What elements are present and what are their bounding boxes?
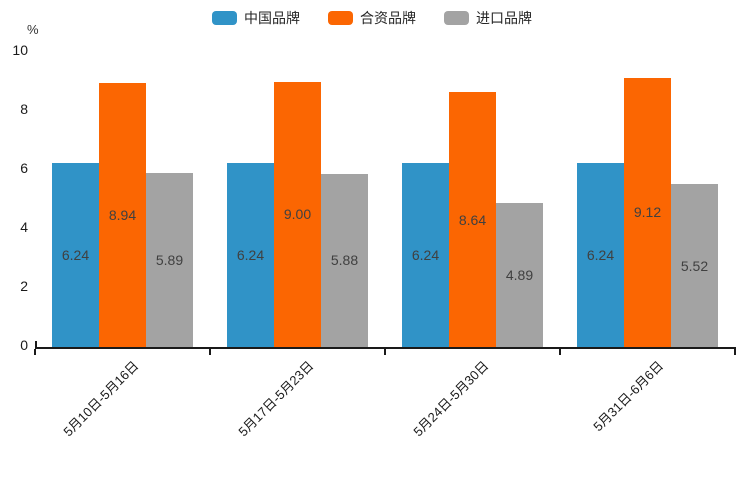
bar-value-label: 9.00 xyxy=(283,206,312,223)
legend-label-joint-venture-brand: 合资品牌 xyxy=(360,10,416,26)
x-axis-line xyxy=(35,347,736,349)
bar-value-label: 5.52 xyxy=(680,257,709,274)
bar-import-brand: 5.88 xyxy=(321,173,368,347)
x-axis-tick xyxy=(34,349,36,355)
bar-joint-venture-brand: 9.00 xyxy=(274,81,321,347)
bar-value-label: 5.89 xyxy=(155,252,184,269)
legend: 中国品牌 合资品牌 进口品牌 xyxy=(0,8,744,28)
legend-item-import-brand[interactable]: 进口品牌 xyxy=(444,8,532,28)
bar-china-brand: 6.24 xyxy=(402,162,449,347)
y-axis-tick-label: 10 xyxy=(12,42,28,58)
bar-joint-venture-brand: 8.64 xyxy=(449,92,496,347)
x-axis-start-tick xyxy=(35,341,37,347)
legend-label-import-brand: 进口品牌 xyxy=(476,10,532,26)
bar-value-label: 9.12 xyxy=(633,204,662,221)
bar-value-label: 4.89 xyxy=(505,266,534,283)
y-axis-tick-label: 8 xyxy=(20,101,28,117)
bar-value-label: 8.64 xyxy=(458,211,487,228)
bar-value-label: 8.94 xyxy=(108,207,137,224)
bar-value-label: 6.24 xyxy=(411,246,440,263)
bar-china-brand: 6.24 xyxy=(227,162,274,347)
bar-value-label: 6.24 xyxy=(236,246,265,263)
legend-item-joint-venture-brand[interactable]: 合资品牌 xyxy=(328,8,416,28)
bar-value-label: 6.24 xyxy=(61,246,90,263)
bar-import-brand: 4.89 xyxy=(496,202,543,347)
legend-item-china-brand[interactable]: 中国品牌 xyxy=(212,8,300,28)
y-axis-tick-label: 0 xyxy=(20,337,28,353)
bar-import-brand: 5.89 xyxy=(146,173,193,347)
bar-joint-venture-brand: 8.94 xyxy=(99,83,146,347)
x-axis-tick xyxy=(734,349,736,355)
x-axis-tick xyxy=(384,349,386,355)
x-axis-tick xyxy=(209,349,211,355)
y-axis-tick-label: 4 xyxy=(20,219,28,235)
legend-swatch-joint-venture-brand xyxy=(328,11,353,25)
x-axis-category-label: 5月24日-5月30日 xyxy=(410,358,492,440)
bar-china-brand: 6.24 xyxy=(52,162,99,347)
bar-import-brand: 5.52 xyxy=(671,184,718,347)
bar-china-brand: 6.24 xyxy=(577,162,624,347)
legend-swatch-import-brand xyxy=(444,11,469,25)
bar-joint-venture-brand: 9.12 xyxy=(624,77,671,347)
x-axis-category-label: 5月10日-5月16日 xyxy=(60,358,142,440)
bar-value-label: 6.24 xyxy=(586,246,615,263)
y-axis-tick-label: 2 xyxy=(20,278,28,294)
legend-swatch-china-brand xyxy=(212,11,237,25)
y-axis-unit-label: % xyxy=(27,22,39,37)
y-axis-tick-label: 6 xyxy=(20,160,28,176)
x-axis-tick xyxy=(559,349,561,355)
legend-label-china-brand: 中国品牌 xyxy=(244,10,300,26)
x-axis-category-label: 5月31日-6月6日 xyxy=(590,358,667,435)
x-axis-category-label: 5月17日-5月23日 xyxy=(235,358,317,440)
bar-value-label: 5.88 xyxy=(330,252,359,269)
